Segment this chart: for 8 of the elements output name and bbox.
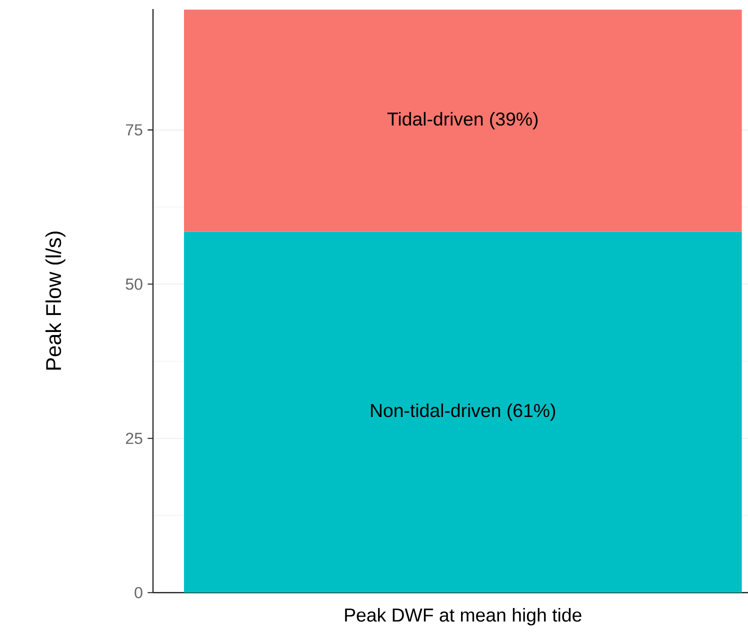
series-label: Non-tidal-driven (61%) (371, 403, 556, 421)
y-axis-title: Peak Flow (l/s) (45, 232, 66, 370)
y-tick-label: 50 (126, 278, 142, 290)
y-tick-label: 75 (126, 124, 142, 136)
y-tick-label: 25 (126, 432, 142, 444)
series-label: Tidal-driven (39%) (387, 112, 538, 130)
y-tick-label: 0 (134, 586, 142, 598)
x-tick-label: Peak DWF at mean high tide (345, 608, 582, 626)
